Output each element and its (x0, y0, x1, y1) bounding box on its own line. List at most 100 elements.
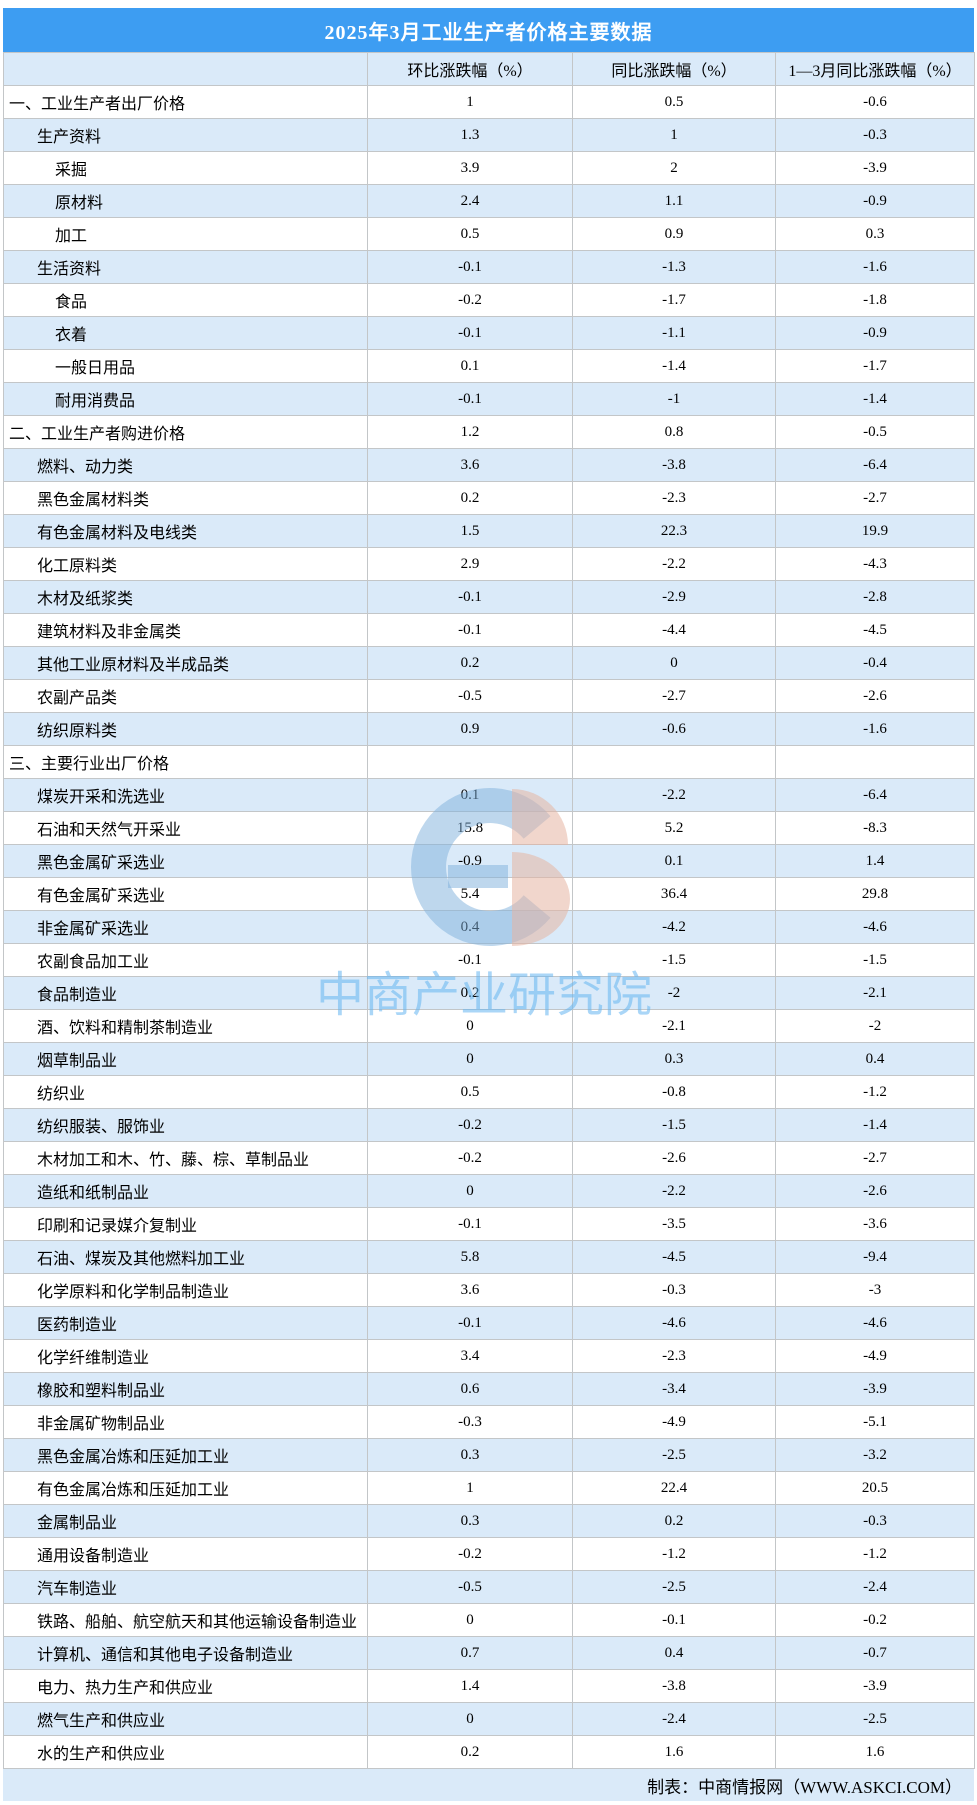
yoy-value: -2.2 (572, 547, 776, 581)
yoy-value: -2.5 (572, 1570, 776, 1604)
yoy-value: -1.2 (572, 1537, 776, 1571)
yoy-value (572, 745, 776, 779)
table-row: 通用设备制造业 -0.2 -1.2 -1.2 (3, 1537, 975, 1571)
ytd-yoy-value: -0.2 (775, 1603, 975, 1637)
header-cell-yoy: 同比涨跌幅（%） (572, 52, 776, 86)
table-row: 有色金属冶炼和压延加工业 1 22.4 20.5 (3, 1471, 975, 1505)
table-row: 二、工业生产者购进价格 1.2 0.8 -0.5 (3, 415, 975, 449)
mom-value: 1.4 (367, 1669, 573, 1703)
row-label: 一般日用品 (3, 349, 368, 383)
yoy-value: -2.5 (572, 1438, 776, 1472)
mom-value: 0.3 (367, 1504, 573, 1538)
yoy-value: -1.5 (572, 943, 776, 977)
ytd-yoy-value: -2.1 (775, 976, 975, 1010)
mom-value: 15.8 (367, 811, 573, 845)
row-label: 石油和天然气开采业 (3, 811, 368, 845)
table-row: 电力、热力生产和供应业 1.4 -3.8 -3.9 (3, 1669, 975, 1703)
ytd-yoy-value: 1.6 (775, 1735, 975, 1769)
row-label: 燃料、动力类 (3, 448, 368, 482)
yoy-value: 1 (572, 118, 776, 152)
table-row: 其他工业原材料及半成品类 0.2 0 -0.4 (3, 646, 975, 680)
yoy-value: -3.8 (572, 1669, 776, 1703)
table-row: 金属制品业 0.3 0.2 -0.3 (3, 1504, 975, 1538)
ytd-yoy-value: -1.4 (775, 1108, 975, 1142)
row-label: 耐用消费品 (3, 382, 368, 416)
mom-value: 0 (367, 1174, 573, 1208)
row-label: 化学原料和化学制品制造业 (3, 1273, 368, 1307)
row-label: 农副食品加工业 (3, 943, 368, 977)
producer-price-table: 环比涨跌幅（%） 同比涨跌幅（%） 1—3月同比涨跌幅（%） 一、工业生产者出厂… (3, 52, 975, 1769)
yoy-value: 0 (572, 646, 776, 680)
yoy-value: 0.5 (572, 85, 776, 119)
row-label: 电力、热力生产和供应业 (3, 1669, 368, 1703)
yoy-value: 36.4 (572, 877, 776, 911)
yoy-value: -4.6 (572, 1306, 776, 1340)
ytd-yoy-value: -0.3 (775, 1504, 975, 1538)
yoy-value: -0.6 (572, 712, 776, 746)
yoy-value: -0.3 (572, 1273, 776, 1307)
table-row: 一、工业生产者出厂价格 1 0.5 -0.6 (3, 85, 975, 119)
table-row: 木材加工和木、竹、藤、棕、草制品业 -0.2 -2.6 -2.7 (3, 1141, 975, 1175)
table-body: 一、工业生产者出厂价格 1 0.5 -0.6 生产资料 1.3 1 -0.3 采… (3, 85, 975, 1769)
table-row: 燃气生产和供应业 0 -2.4 -2.5 (3, 1702, 975, 1736)
row-label: 建筑材料及非金属类 (3, 613, 368, 647)
mom-value: -0.2 (367, 1537, 573, 1571)
table-row: 非金属矿物制品业 -0.3 -4.9 -5.1 (3, 1405, 975, 1439)
yoy-value: -3.5 (572, 1207, 776, 1241)
ytd-yoy-value: 0.3 (775, 217, 975, 251)
yoy-value: -3.8 (572, 448, 776, 482)
row-label: 非金属矿采选业 (3, 910, 368, 944)
table-row: 有色金属材料及电线类 1.5 22.3 19.9 (3, 514, 975, 548)
table-row: 铁路、船舶、航空航天和其他运输设备制造业 0 -0.1 -0.2 (3, 1603, 975, 1637)
ytd-yoy-value: -3.9 (775, 1669, 975, 1703)
yoy-value: -3.4 (572, 1372, 776, 1406)
yoy-value: 22.4 (572, 1471, 776, 1505)
mom-value: 0.3 (367, 1438, 573, 1472)
table-row: 三、主要行业出厂价格 (3, 745, 975, 779)
row-label: 有色金属冶炼和压延加工业 (3, 1471, 368, 1505)
mom-value (367, 745, 573, 779)
ytd-yoy-value: 1.4 (775, 844, 975, 878)
table-row: 煤炭开采和洗选业 0.1 -2.2 -6.4 (3, 778, 975, 812)
mom-value: 0.9 (367, 712, 573, 746)
ytd-yoy-value: -0.7 (775, 1636, 975, 1670)
footer-credit: 制表：中商情报网（WWW.ASKCI.COM） (647, 1777, 962, 1797)
ytd-yoy-value: -2.7 (775, 481, 975, 515)
yoy-value: 1.6 (572, 1735, 776, 1769)
yoy-value: -4.4 (572, 613, 776, 647)
mom-value: 0.5 (367, 1075, 573, 1109)
mom-value: -0.1 (367, 1207, 573, 1241)
ytd-yoy-value: 29.8 (775, 877, 975, 911)
ytd-yoy-value: -4.9 (775, 1339, 975, 1373)
mom-value: -0.1 (367, 382, 573, 416)
table-row: 非金属矿采选业 0.4 -4.2 -4.6 (3, 910, 975, 944)
ytd-yoy-value: -1.6 (775, 250, 975, 284)
yoy-value: 5.2 (572, 811, 776, 845)
ytd-yoy-value: 0.4 (775, 1042, 975, 1076)
row-label: 烟草制品业 (3, 1042, 368, 1076)
yoy-value: -0.1 (572, 1603, 776, 1637)
yoy-value: -1.3 (572, 250, 776, 284)
yoy-value: -2.4 (572, 1702, 776, 1736)
row-label: 木材加工和木、竹、藤、棕、草制品业 (3, 1141, 368, 1175)
mom-value: -0.1 (367, 613, 573, 647)
yoy-value: -0.8 (572, 1075, 776, 1109)
header-cell-mom: 环比涨跌幅（%） (367, 52, 573, 86)
mom-value: 1.5 (367, 514, 573, 548)
row-label: 酒、饮料和精制茶制造业 (3, 1009, 368, 1043)
mom-value: 1.2 (367, 415, 573, 449)
yoy-value: -1.7 (572, 283, 776, 317)
row-label: 煤炭开采和洗选业 (3, 778, 368, 812)
row-label: 食品制造业 (3, 976, 368, 1010)
row-label: 采掘 (3, 151, 368, 185)
row-label: 三、主要行业出厂价格 (3, 745, 368, 779)
table-row: 衣着 -0.1 -1.1 -0.9 (3, 316, 975, 350)
ytd-yoy-value: -0.3 (775, 118, 975, 152)
table-row: 加工 0.5 0.9 0.3 (3, 217, 975, 251)
ytd-yoy-value (775, 745, 975, 779)
mom-value: 0.4 (367, 910, 573, 944)
mom-value: 3.6 (367, 448, 573, 482)
ytd-yoy-value: -5.1 (775, 1405, 975, 1439)
yoy-value: -4.2 (572, 910, 776, 944)
mom-value: 0.5 (367, 217, 573, 251)
